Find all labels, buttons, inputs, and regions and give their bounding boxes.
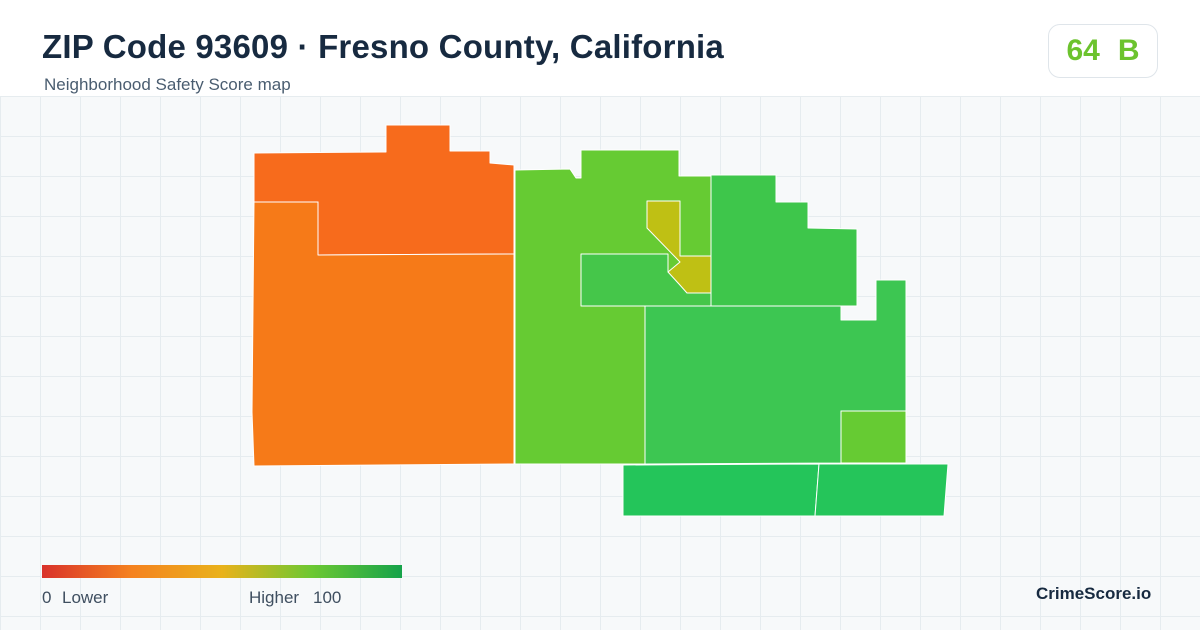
header: ZIP Code 93609 · Fresno County, Californ… [0,0,1200,96]
page-title: ZIP Code 93609 · Fresno County, Californ… [42,28,724,65]
legend-max-label: 100 [313,588,342,607]
region-north-east[interactable] [710,174,858,307]
region-south-east-small[interactable] [840,410,907,464]
region-south-strip-left[interactable] [622,463,820,517]
region-center-small[interactable] [646,200,712,294]
legend-color-scale [42,565,402,578]
score-value: 64 [1066,34,1100,67]
legend-min-label: 0 [42,588,52,607]
page-subtitle: Neighborhood Safety Score map [44,75,291,94]
legend-low-label: Lower [62,588,109,607]
brand-logo[interactable]: CrimeScore.io [1036,584,1152,603]
region-south-west[interactable] [251,201,515,467]
score-grade: B [1117,34,1140,67]
region-south-strip-right[interactable] [814,463,949,517]
legend-high-label: Higher [249,588,300,607]
score-badge: 64 B [1048,24,1158,78]
